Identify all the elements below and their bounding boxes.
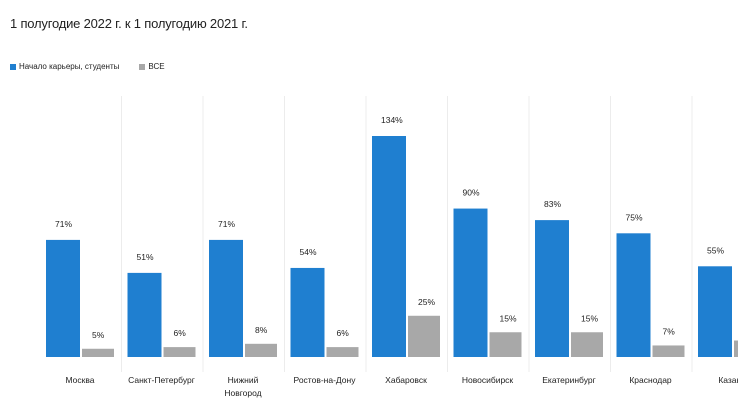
category-label: Нижний Новгород <box>224 375 261 398</box>
category-label: Москва <box>65 375 94 385</box>
data-label-all: 6% <box>337 328 350 338</box>
data-label-students: 51% <box>137 252 154 262</box>
chart-legend: Начало карьеры, студенты ВСЕ <box>10 62 179 71</box>
bar-students <box>616 233 651 357</box>
data-label-students: 90% <box>463 188 480 198</box>
category-label: Екатеринбург <box>542 375 595 385</box>
legend-item-all: ВСЕ <box>139 62 165 71</box>
data-label-all: 5% <box>92 330 105 340</box>
bar-students <box>290 267 325 357</box>
bar-all <box>326 347 359 357</box>
category-label: Хабаровск <box>385 375 427 385</box>
legend-label-all: ВСЕ <box>148 62 165 71</box>
legend-swatch-students <box>10 63 16 70</box>
category-label: Краснодар <box>629 375 672 385</box>
data-label-students: 134% <box>381 115 403 125</box>
bar-students <box>46 239 80 357</box>
bar-all <box>82 348 114 357</box>
bar-all <box>571 332 603 357</box>
bar-students <box>127 272 162 357</box>
bar-all <box>652 345 685 357</box>
category-label: Санкт-Петербург <box>128 375 195 385</box>
bar-all <box>489 332 522 357</box>
bar-students <box>209 239 243 357</box>
bar-all <box>245 343 277 357</box>
data-label-students: 71% <box>55 219 72 229</box>
bar-students <box>535 220 569 357</box>
data-label-students: 75% <box>626 212 643 222</box>
category-label: Казань <box>718 375 738 385</box>
legend-label-students: Начало карьеры, студенты <box>19 62 120 71</box>
bar-all <box>734 340 738 357</box>
chart-title: 1 полугодие 2022 г. к 1 полугодию 2021 г… <box>10 16 248 31</box>
bar-students <box>698 266 732 357</box>
data-label-all: 6% <box>174 328 187 338</box>
legend-swatch-all <box>139 63 146 70</box>
data-label-all: 15% <box>581 313 598 323</box>
data-label-all: 25% <box>418 297 435 307</box>
bar-all <box>408 315 440 357</box>
data-label-students: 54% <box>300 247 317 257</box>
bar-students <box>453 208 488 357</box>
data-label-students: 83% <box>544 199 561 209</box>
data-label-students: 71% <box>218 219 235 229</box>
category-label: Новосибирск <box>462 375 514 385</box>
data-label-students: 55% <box>707 245 724 255</box>
data-label-all: 7% <box>663 326 676 336</box>
legend-item-students: Начало карьеры, студенты <box>10 62 119 71</box>
bar-students <box>372 136 406 357</box>
category-label: Ростов-на-Дону <box>294 375 357 385</box>
bar-all <box>163 347 196 357</box>
data-label-all: 8% <box>255 325 268 335</box>
data-label-all: 15% <box>500 313 517 323</box>
